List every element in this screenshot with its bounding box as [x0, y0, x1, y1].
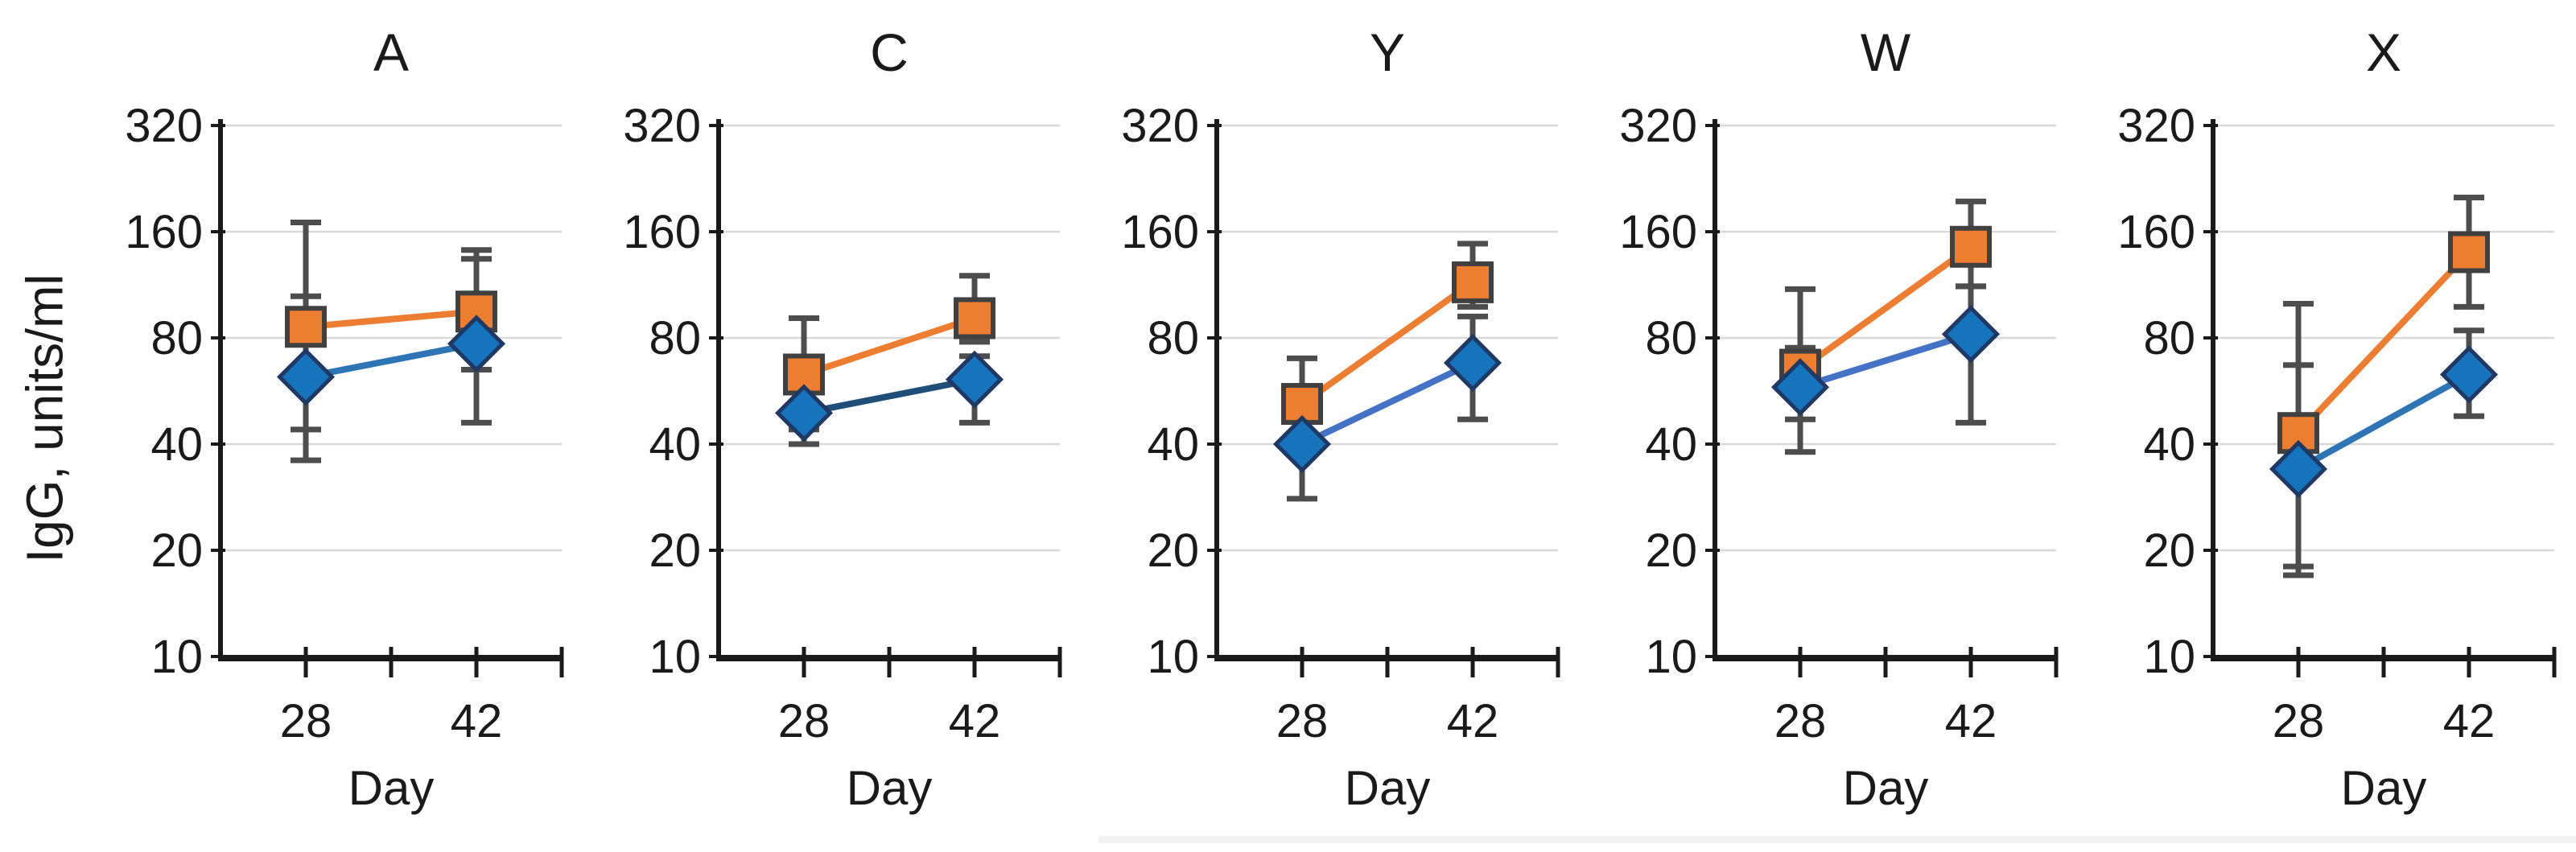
marker-diamond	[774, 384, 834, 442]
marker-square	[1950, 225, 1992, 268]
panel-W: W 320 160 80 40 20 10 28 42 Day	[1578, 0, 2076, 852]
marker-square	[1452, 261, 1494, 303]
panel-chart-W: W 320 160 80 40 20 10 28 42 Day	[1619, 23, 2059, 815]
panel-chart-A: A 320 160 80 40 20 10 28 42 Day	[125, 23, 564, 815]
panels-row: A 320 160 80 40 20 10 28 42 Day C 320 160 80 40 20 10 28 4…	[84, 0, 2574, 852]
marker-square	[2448, 231, 2490, 274]
y-tick-label: 10	[150, 631, 203, 683]
series-line-square	[1300, 279, 1475, 407]
marker-square	[285, 306, 327, 348]
y-tick-label: 40	[2143, 418, 2195, 471]
marker-diamond	[1443, 333, 1502, 393]
panel-title: W	[1861, 23, 1911, 82]
y-tick-label: 40	[1147, 418, 1199, 471]
y-axis-title-column: IgG, units/ml	[6, 24, 84, 813]
y-tick-label: 80	[649, 312, 701, 364]
y-tick-label: 160	[1619, 206, 1697, 258]
y-tick-label: 320	[2117, 100, 2195, 152]
x-axis-label: Day	[1345, 761, 1431, 815]
panel-C: C 320 160 80 40 20 10 28 42 Day	[582, 0, 1080, 852]
y-tick-label: 10	[649, 631, 701, 683]
y-tick-label: 40	[1645, 418, 1697, 471]
x-tick-label-28: 28	[280, 695, 332, 747]
x-tick-label-28: 28	[2273, 695, 2325, 747]
x-axis-label: Day	[847, 761, 933, 815]
series-line-square	[1798, 244, 1973, 372]
y-tick-label: 320	[1121, 100, 1199, 152]
y-tick-label: 10	[2143, 631, 2195, 683]
y-tick-label: 10	[1147, 631, 1199, 683]
series-line-diamond	[1799, 331, 1972, 391]
y-tick-label: 20	[2143, 525, 2195, 577]
panel-chart-X: X 320 160 80 40 20 10 28 42 Day	[2117, 23, 2557, 815]
marker-diamond	[945, 350, 1004, 409]
panel-title: A	[373, 23, 409, 82]
marker-diamond	[276, 348, 336, 406]
y-tick-label: 10	[1645, 631, 1697, 683]
x-tick-label-28: 28	[1774, 695, 1827, 747]
marker-diamond	[1272, 414, 1332, 474]
marker-square	[954, 297, 995, 340]
panel-title: C	[870, 23, 909, 82]
series-line-square	[802, 315, 976, 378]
marker-diamond	[1770, 358, 1830, 417]
x-tick-label-28: 28	[1276, 695, 1329, 747]
panel-title: X	[2366, 23, 2401, 82]
series-line-diamond	[305, 340, 477, 381]
x-tick-label-42: 42	[1447, 695, 1499, 747]
y-tick-label: 80	[1645, 312, 1697, 364]
y-tick-label: 20	[1645, 525, 1697, 577]
y-tick-label: 320	[623, 100, 701, 152]
y-tick-label: 160	[623, 206, 701, 258]
y-tick-label: 160	[1121, 206, 1199, 258]
y-tick-label: 20	[1147, 525, 1199, 577]
series-line-square	[2296, 249, 2471, 435]
panel-title: Y	[1370, 23, 1405, 82]
x-axis-label: Day	[1843, 761, 1929, 815]
marker-diamond	[1941, 305, 2001, 364]
panel-A: A 320 160 80 40 20 10 28 42 Day	[84, 0, 582, 852]
series-line-square	[305, 308, 477, 331]
y-tick-label: 320	[125, 100, 203, 152]
x-tick-label-28: 28	[778, 695, 831, 747]
x-axis-label: Day	[2341, 761, 2427, 815]
marker-diamond	[2439, 345, 2499, 404]
series-line-diamond	[2297, 371, 2471, 472]
y-tick-label: 320	[1619, 100, 1697, 152]
y-axis-title: IgG, units/ml	[16, 274, 74, 563]
y-tick-label: 80	[2143, 312, 2195, 364]
y-tick-label: 160	[125, 206, 203, 258]
x-axis-label: Day	[348, 761, 435, 815]
panel-Y: Y 320 160 80 40 20 10 28 42 Day	[1080, 0, 1578, 852]
panel-chart-Y: Y 320 160 80 40 20 10 28 42 Day	[1121, 23, 1560, 815]
y-tick-label: 20	[649, 525, 701, 577]
series-line-diamond	[1300, 360, 1474, 447]
y-tick-label: 80	[1147, 312, 1199, 364]
marker-diamond	[447, 315, 506, 373]
panel-chart-C: C 320 160 80 40 20 10 28 42 Day	[623, 23, 1062, 815]
cropped-table-top-edge	[1098, 836, 2576, 843]
y-tick-label: 40	[649, 418, 701, 471]
y-tick-label: 20	[150, 525, 203, 577]
marker-diamond	[2269, 439, 2328, 499]
x-tick-label-42: 42	[2443, 695, 2496, 747]
y-tick-label: 160	[2117, 206, 2195, 258]
x-tick-label-42: 42	[949, 695, 1001, 747]
x-tick-label-42: 42	[451, 695, 503, 747]
panel-X: X 320 160 80 40 20 10 28 42 Day	[2076, 0, 2574, 852]
x-tick-label-42: 42	[1945, 695, 1997, 747]
y-tick-label: 40	[150, 418, 203, 471]
series-line-diamond	[803, 376, 975, 417]
y-tick-label: 80	[150, 312, 203, 364]
